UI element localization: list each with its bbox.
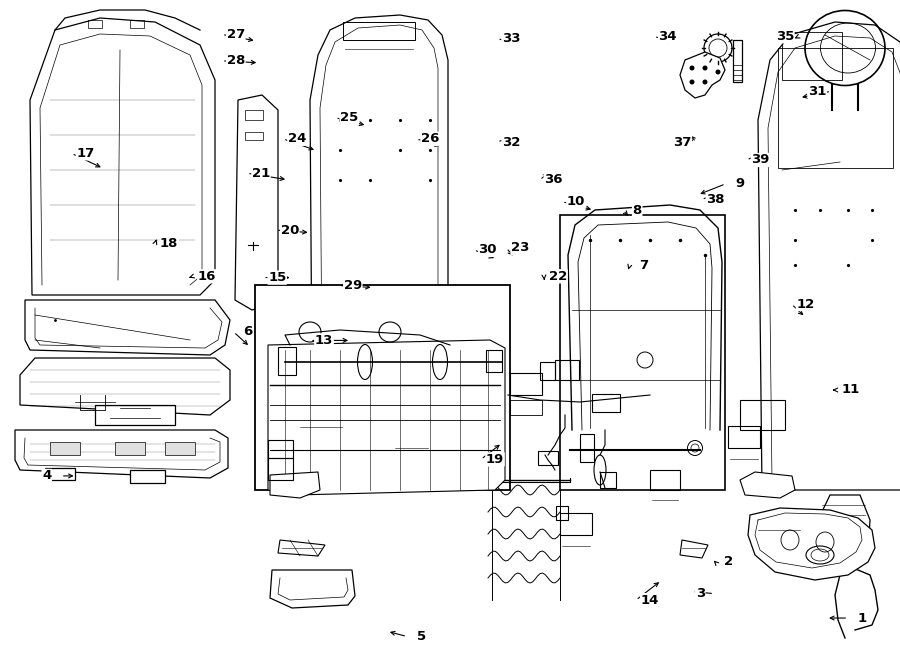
Bar xyxy=(650,470,680,490)
Polygon shape xyxy=(388,425,435,468)
Polygon shape xyxy=(278,540,325,556)
Bar xyxy=(343,22,415,40)
Polygon shape xyxy=(758,22,900,490)
Polygon shape xyxy=(30,18,215,295)
Bar xyxy=(733,40,742,82)
Text: 12: 12 xyxy=(796,297,814,311)
Text: 24: 24 xyxy=(288,132,306,145)
Bar xyxy=(555,360,579,380)
Text: 14: 14 xyxy=(641,594,659,607)
Text: 21: 21 xyxy=(252,167,270,180)
Text: 27: 27 xyxy=(227,28,245,41)
Polygon shape xyxy=(740,472,795,498)
Bar xyxy=(278,347,296,375)
Text: 34: 34 xyxy=(659,30,677,43)
Text: 8: 8 xyxy=(633,204,642,217)
Polygon shape xyxy=(295,420,345,435)
Polygon shape xyxy=(235,95,278,310)
Polygon shape xyxy=(165,442,195,455)
Polygon shape xyxy=(130,470,165,483)
Bar xyxy=(255,285,510,490)
Bar xyxy=(778,48,893,168)
Text: 13: 13 xyxy=(315,334,333,347)
Polygon shape xyxy=(680,540,708,558)
Polygon shape xyxy=(115,442,145,455)
Polygon shape xyxy=(818,495,870,565)
Text: 16: 16 xyxy=(198,270,216,283)
Text: 7: 7 xyxy=(639,259,648,272)
Text: 20: 20 xyxy=(281,223,299,237)
Bar xyxy=(600,472,616,488)
Bar xyxy=(130,20,144,28)
Bar xyxy=(560,215,725,490)
Bar xyxy=(268,440,293,458)
Text: 10: 10 xyxy=(567,195,585,208)
Polygon shape xyxy=(680,52,725,98)
Text: 30: 30 xyxy=(479,243,497,256)
Polygon shape xyxy=(355,390,455,445)
Text: 39: 39 xyxy=(752,153,770,167)
Text: 28: 28 xyxy=(227,54,245,67)
Polygon shape xyxy=(270,570,355,608)
Text: 2: 2 xyxy=(724,555,733,568)
Bar xyxy=(556,506,568,520)
Text: 22: 22 xyxy=(549,270,567,283)
Ellipse shape xyxy=(689,65,695,71)
Text: 5: 5 xyxy=(417,630,426,643)
Bar xyxy=(580,434,594,462)
Polygon shape xyxy=(15,430,228,478)
Ellipse shape xyxy=(689,79,695,85)
Bar xyxy=(268,458,293,480)
Text: 36: 36 xyxy=(544,173,562,186)
Text: 29: 29 xyxy=(344,279,362,292)
Text: 19: 19 xyxy=(486,453,504,466)
Bar xyxy=(728,426,760,448)
Bar xyxy=(560,513,592,535)
Polygon shape xyxy=(310,15,448,380)
Text: 4: 4 xyxy=(42,469,51,483)
Bar xyxy=(510,373,542,395)
Polygon shape xyxy=(45,468,75,480)
Bar xyxy=(782,32,842,80)
Bar xyxy=(510,400,542,415)
Polygon shape xyxy=(270,472,320,498)
Bar xyxy=(740,400,785,430)
Text: 25: 25 xyxy=(340,111,358,124)
Text: 31: 31 xyxy=(808,85,826,98)
Ellipse shape xyxy=(716,69,721,75)
Bar xyxy=(88,20,102,28)
Text: 15: 15 xyxy=(268,271,286,284)
Text: 23: 23 xyxy=(511,241,529,254)
Text: 1: 1 xyxy=(858,611,867,625)
Polygon shape xyxy=(25,300,230,355)
Bar xyxy=(538,451,558,465)
Text: 32: 32 xyxy=(502,136,520,149)
Text: 3: 3 xyxy=(696,587,705,600)
Ellipse shape xyxy=(703,65,707,71)
Polygon shape xyxy=(50,442,80,455)
Text: 9: 9 xyxy=(735,177,744,190)
Bar xyxy=(486,350,502,372)
Text: 37: 37 xyxy=(673,136,691,149)
Polygon shape xyxy=(748,508,875,580)
Text: 35: 35 xyxy=(776,30,794,43)
Text: 33: 33 xyxy=(502,32,520,45)
Polygon shape xyxy=(20,358,230,415)
Bar xyxy=(245,110,263,120)
Text: 18: 18 xyxy=(160,237,178,250)
Text: 26: 26 xyxy=(421,132,439,145)
Bar xyxy=(245,132,263,140)
Polygon shape xyxy=(95,405,175,425)
Bar xyxy=(540,362,555,380)
Text: 17: 17 xyxy=(76,147,94,160)
Text: 38: 38 xyxy=(706,193,724,206)
Bar xyxy=(592,394,620,412)
Polygon shape xyxy=(268,340,505,495)
Text: 11: 11 xyxy=(842,383,859,397)
Text: 6: 6 xyxy=(243,325,252,338)
Ellipse shape xyxy=(703,79,707,85)
